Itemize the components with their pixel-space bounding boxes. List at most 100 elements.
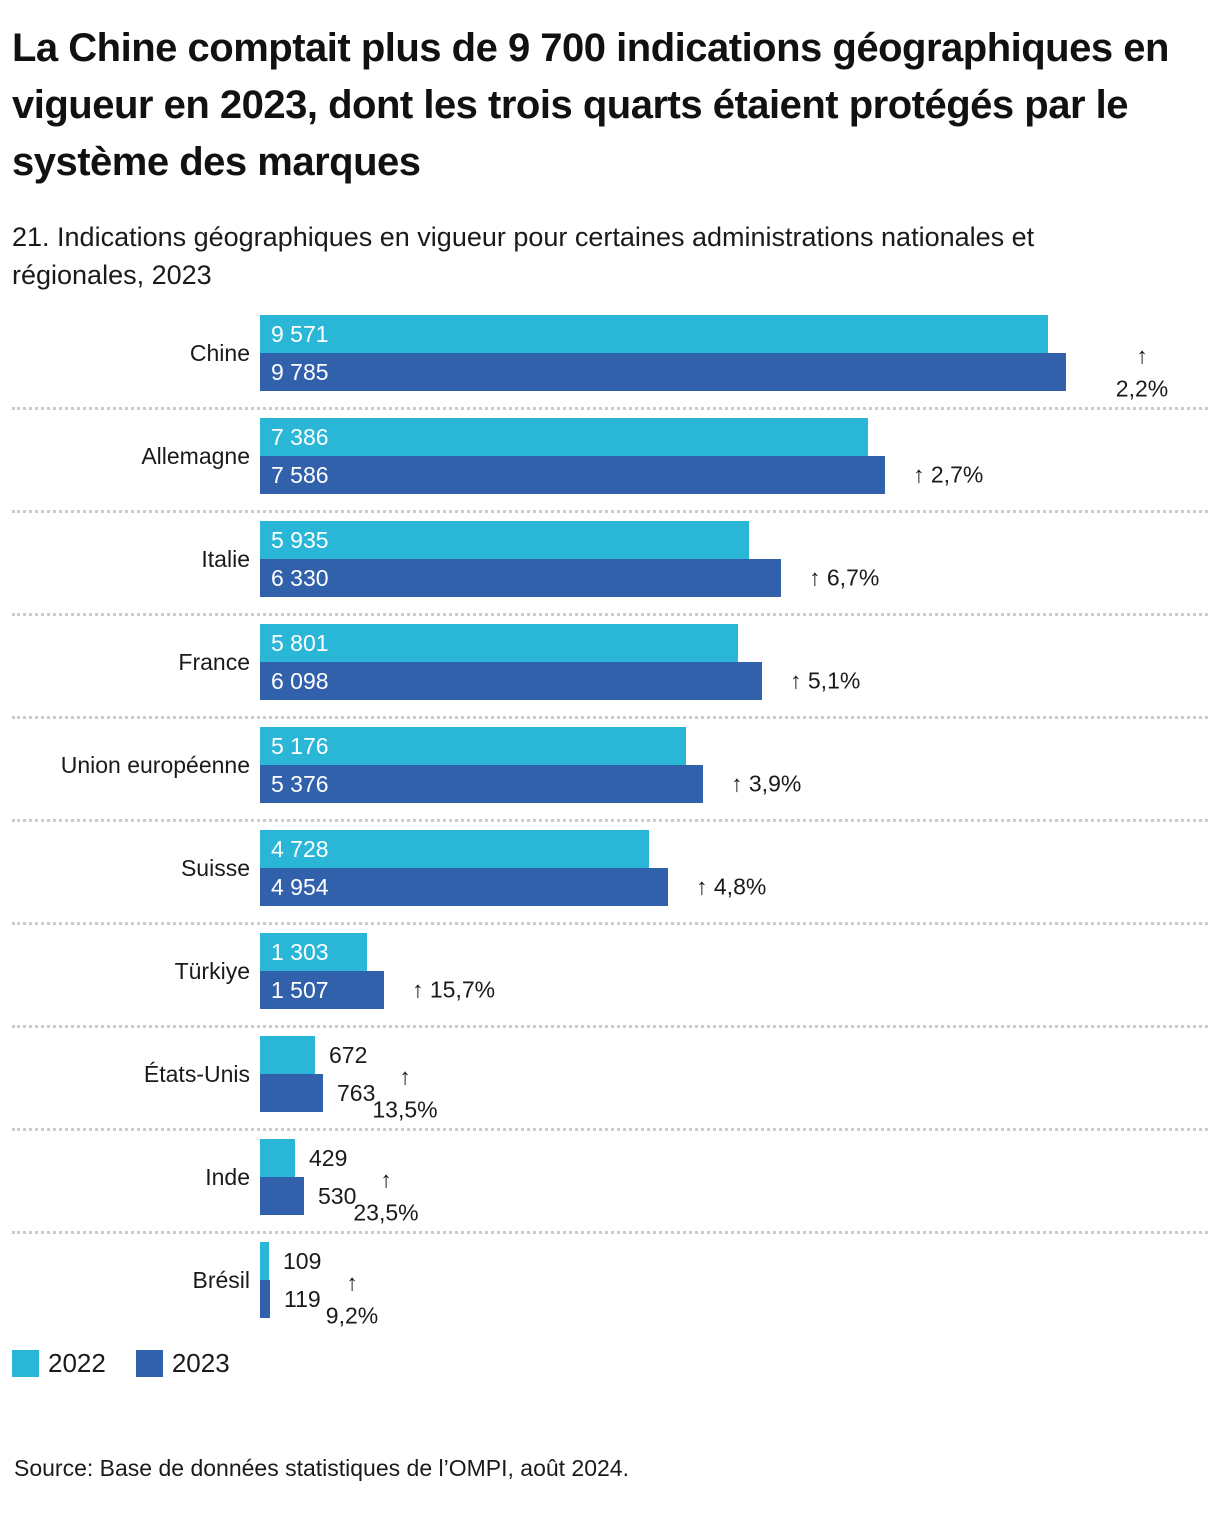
chart-row: Inde 429 530 ↑ 23,5% bbox=[12, 1131, 1208, 1235]
chart-row: États-Unis 672 763 ↑ 13,5% bbox=[12, 1028, 1208, 1132]
category-label: Inde bbox=[205, 1163, 250, 1190]
bar-2022 bbox=[260, 1139, 295, 1178]
pct-change-label: ↑ 23,5% bbox=[344, 1164, 428, 1229]
pct-change-label: ↑ 13,5% bbox=[363, 1061, 447, 1126]
bar-chart: Chine 9 571 9 785 ↑ 2,2% Allemagne 7 386 7 586 ↑… bbox=[12, 307, 1208, 1334]
bar-group: 109 119 ↑ 9,2% bbox=[260, 1242, 1208, 1328]
bar-2023 bbox=[260, 456, 885, 495]
chart-subtitle: 21. Indications géographiques en vigueur… bbox=[12, 221, 1035, 291]
bar-2022 bbox=[260, 1036, 315, 1075]
bar-value-label: 6 330 bbox=[271, 565, 329, 592]
bar-2023 bbox=[260, 1177, 304, 1216]
up-arrow-icon: ↑ bbox=[346, 1269, 358, 1296]
pct-change-label: ↑ 2,2% bbox=[1100, 340, 1184, 405]
bar-value-label: 9 571 bbox=[271, 321, 329, 348]
bar-value-label: 5 935 bbox=[271, 527, 329, 554]
chart-row: Suisse 4 728 4 954 ↑ 4,8% bbox=[12, 822, 1208, 926]
pct-change-label: ↑ 2,7% bbox=[913, 462, 983, 489]
chart-row: Türkiye 1 303 1 507 ↑ 15,7% bbox=[12, 925, 1208, 1029]
category-label: Allemagne bbox=[141, 442, 250, 469]
bar-2022 bbox=[260, 1242, 269, 1281]
category-label: Italie bbox=[201, 545, 250, 572]
bar-group: 5 176 5 376 ↑ 3,9% bbox=[260, 727, 1208, 804]
bar-group: 672 763 ↑ 13,5% bbox=[260, 1036, 1208, 1122]
chart-headline: La Chine comptait plus de 9 700 indicati… bbox=[12, 26, 1169, 185]
pct-change-value: 4,8% bbox=[713, 873, 767, 900]
pct-change-label: ↑ 15,7% bbox=[412, 977, 495, 1004]
source-note: Source: Base de données statistiques de … bbox=[14, 1455, 629, 1482]
bar-group: 429 530 ↑ 23,5% bbox=[260, 1139, 1208, 1225]
pct-change-label: ↑ 3,9% bbox=[731, 771, 801, 798]
pct-change-label: ↑ 6,7% bbox=[809, 565, 879, 592]
bar-value-label: 1 303 bbox=[271, 939, 329, 966]
legend-item-2023: 2023 bbox=[135, 1348, 230, 1379]
up-arrow-icon: ↑ bbox=[731, 770, 743, 797]
bar-value-label: 119 bbox=[284, 1286, 321, 1313]
chart-row: Allemagne 7 386 7 586 ↑ 2,7% bbox=[12, 410, 1208, 514]
bar-2023 bbox=[260, 1074, 323, 1113]
category-label: Türkiye bbox=[174, 957, 250, 984]
bar-2023 bbox=[260, 662, 762, 701]
chart-row: Brésil 109 119 ↑ 9,2% bbox=[12, 1234, 1208, 1334]
pct-change-value: 9,2% bbox=[325, 1302, 379, 1329]
bar-2023 bbox=[260, 353, 1066, 392]
bar-group: 7 386 7 586 ↑ 2,7% bbox=[260, 418, 1208, 495]
legend-label: 2023 bbox=[171, 1348, 230, 1379]
pct-change-value: 5,1% bbox=[807, 667, 861, 694]
bar-value-label: 7 386 bbox=[271, 424, 329, 451]
bar-value-label: 6 098 bbox=[271, 668, 329, 695]
bar-value-label: 5 176 bbox=[271, 733, 329, 760]
bar-group: 9 571 9 785 ↑ 2,2% bbox=[260, 315, 1208, 401]
chart-row: France 5 801 6 098 ↑ 5,1% bbox=[12, 616, 1208, 720]
bar-2022 bbox=[260, 830, 649, 869]
bar-value-label: 4 728 bbox=[271, 836, 329, 863]
pct-change-label: ↑ 9,2% bbox=[310, 1267, 394, 1332]
up-arrow-icon: ↑ bbox=[1136, 342, 1148, 369]
category-label: Chine bbox=[189, 339, 250, 366]
up-arrow-icon: ↑ bbox=[790, 667, 802, 694]
up-arrow-icon: ↑ bbox=[412, 976, 424, 1003]
up-arrow-icon: ↑ bbox=[913, 461, 925, 488]
bar-2022 bbox=[260, 315, 1048, 354]
legend-item-2022: 2022 bbox=[12, 1348, 106, 1379]
bar-group: 5 935 6 330 ↑ 6,7% bbox=[260, 521, 1208, 598]
pct-change-value: 15,7% bbox=[429, 976, 496, 1003]
bar-2022 bbox=[260, 933, 367, 972]
bar-2023 bbox=[260, 1280, 270, 1319]
bar-value-label: 109 bbox=[283, 1248, 322, 1275]
pct-change-value: 2,2% bbox=[1115, 375, 1169, 402]
bar-value-label: 4 954 bbox=[271, 874, 329, 901]
category-label: Brésil bbox=[192, 1266, 250, 1293]
chart-row: Chine 9 571 9 785 ↑ 2,2% bbox=[12, 307, 1208, 411]
legend-label: 2022 bbox=[48, 1348, 106, 1379]
chart-row: Union européenne 5 176 5 376 ↑ 3,9% bbox=[12, 719, 1208, 823]
legend-swatch bbox=[135, 1350, 163, 1378]
up-arrow-icon: ↑ bbox=[696, 873, 708, 900]
up-arrow-icon: ↑ bbox=[399, 1063, 411, 1090]
bar-value-label: 672 bbox=[329, 1042, 368, 1069]
pct-change-value: 6,7% bbox=[826, 564, 880, 591]
pct-change-label: ↑ 4,8% bbox=[696, 874, 766, 901]
legend-swatch bbox=[12, 1350, 39, 1378]
bar-2022 bbox=[260, 727, 686, 766]
bar-2023 bbox=[260, 868, 668, 907]
bar-value-label: 7 586 bbox=[271, 462, 329, 489]
legend: 2022 2023 bbox=[12, 1348, 1196, 1379]
bar-2022 bbox=[260, 418, 868, 457]
bar-2022 bbox=[260, 624, 738, 663]
bar-value-label: 5 801 bbox=[271, 630, 329, 657]
pct-change-value: 23,5% bbox=[353, 1199, 419, 1226]
bar-group: 4 728 4 954 ↑ 4,8% bbox=[260, 830, 1208, 907]
pct-change-value: 13,5% bbox=[372, 1096, 438, 1123]
bar-2023 bbox=[260, 765, 703, 804]
category-label: France bbox=[178, 648, 250, 675]
bar-group: 1 303 1 507 ↑ 15,7% bbox=[260, 933, 1208, 1010]
bar-value-label: 530 bbox=[318, 1183, 357, 1210]
up-arrow-icon: ↑ bbox=[809, 564, 821, 591]
bar-2023 bbox=[260, 559, 781, 598]
bar-2023 bbox=[260, 971, 384, 1010]
bar-group: 5 801 6 098 ↑ 5,1% bbox=[260, 624, 1208, 701]
category-label: Union européenne bbox=[60, 751, 250, 778]
pct-change-value: 2,7% bbox=[930, 461, 984, 488]
category-label: États-Unis bbox=[143, 1060, 250, 1087]
